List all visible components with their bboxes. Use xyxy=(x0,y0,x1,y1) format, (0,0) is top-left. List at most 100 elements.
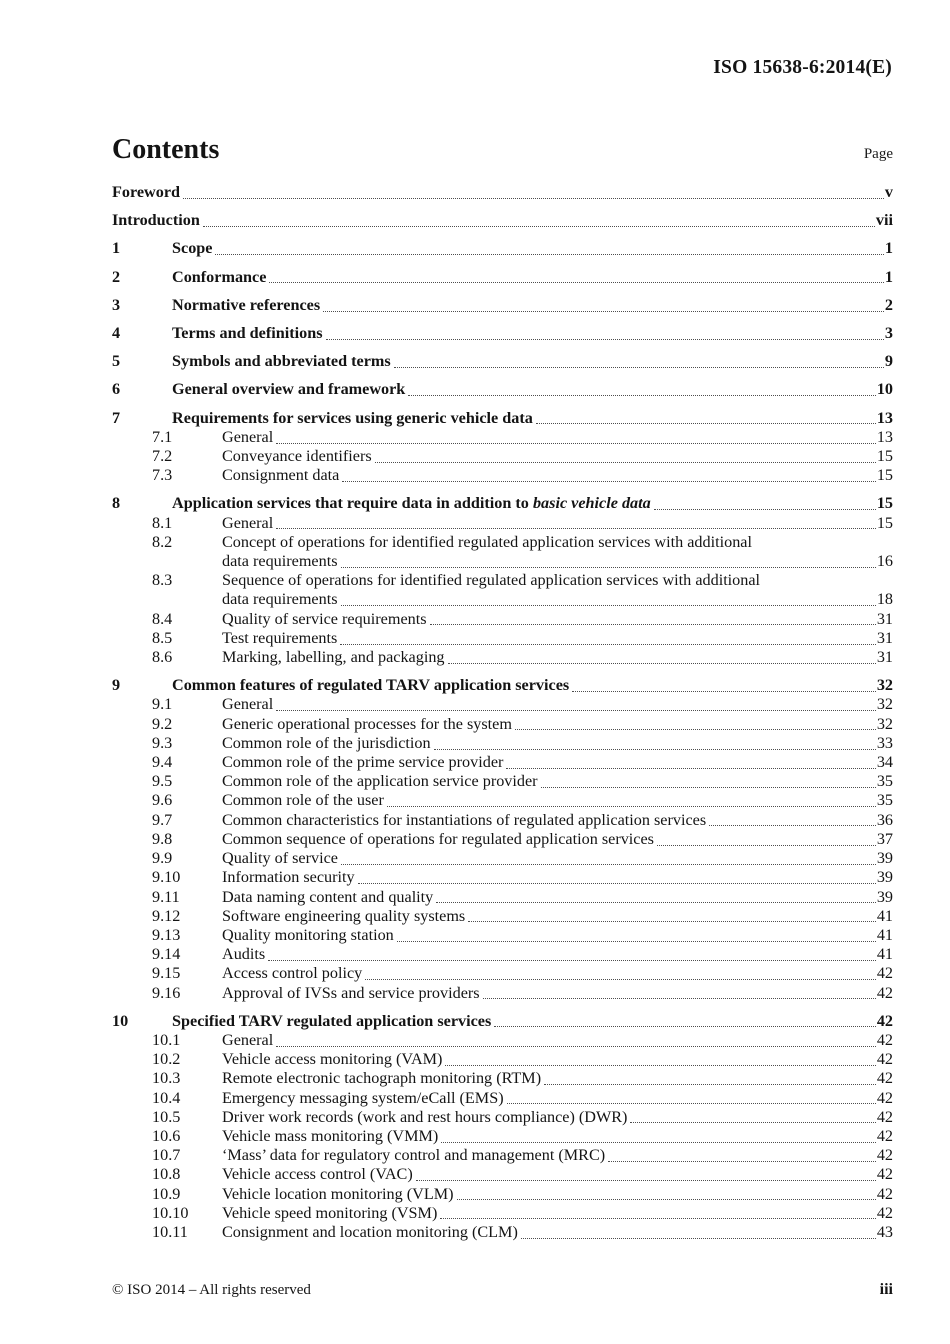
toc-entry: 8.2 Concept of operations for identified … xyxy=(112,533,893,571)
page-number: iii xyxy=(879,1281,893,1298)
toc-entry-page: 42 xyxy=(876,1011,893,1030)
dotted-leader xyxy=(269,282,884,284)
copyright-notice: © ISO 2014 – All rights reserved xyxy=(112,1282,311,1298)
toc-entry-title: General xyxy=(222,513,274,532)
toc-entry-title: General xyxy=(222,1030,274,1049)
toc-entry-title: Symbols and abbreviated terms xyxy=(172,352,391,371)
toc-entry-title: Approval of IVSs and service providers xyxy=(222,983,480,1002)
toc-entry-title: Quality monitoring station xyxy=(222,925,394,944)
dotted-leader xyxy=(653,509,876,511)
toc-entry-number: 9.9 xyxy=(152,849,173,868)
toc-entry-title: Sequence of operations for identified re… xyxy=(222,571,761,590)
dotted-leader xyxy=(340,605,876,607)
toc-entry-page: 42 xyxy=(876,1165,893,1184)
toc-entry-title-continued: data requirements xyxy=(222,590,338,609)
dotted-leader xyxy=(276,528,876,530)
toc-entry-number: 1 xyxy=(112,239,121,258)
toc-entry-number: 9.10 xyxy=(152,868,181,887)
toc-entry: 6 General overview and framework 10 xyxy=(112,380,893,399)
toc-entry-number: 6 xyxy=(112,380,121,399)
toc-entry-number: 8.2 xyxy=(152,532,173,551)
dotted-leader xyxy=(276,1045,876,1047)
toc-entry-number: 8.5 xyxy=(152,628,173,647)
toc-entry-page: 35 xyxy=(876,791,893,810)
toc-entry-title: Requirements for services using generic … xyxy=(172,408,533,427)
toc-entry-page: 42 xyxy=(876,1203,893,1222)
toc-entry-page: 42 xyxy=(876,983,893,1002)
toc-entry-title: Audits xyxy=(222,945,266,964)
toc-entry-number: 9.8 xyxy=(152,829,173,848)
toc-entry-title: Introduction xyxy=(112,211,200,230)
toc-entry-title: Information security xyxy=(222,868,355,887)
toc-entry: 7.3 Consignment data 15 xyxy=(112,466,893,485)
toc-entry-title: Conveyance identifiers xyxy=(222,447,372,466)
toc-entry-number: 7.3 xyxy=(152,466,173,485)
toc-entry-page: 15 xyxy=(876,466,893,485)
toc-entry-page: 39 xyxy=(876,868,893,887)
toc-entry-number: 5 xyxy=(112,352,121,371)
dotted-leader xyxy=(408,395,876,397)
toc-entry: 8.1 General 15 xyxy=(112,514,893,533)
dotted-leader xyxy=(340,863,876,865)
toc-entry: 9.14 Audits 41 xyxy=(112,945,893,964)
toc-entry-page: 32 xyxy=(876,676,893,695)
toc-entry-page: 32 xyxy=(876,695,893,714)
toc-entry-number: 10.8 xyxy=(152,1165,181,1184)
page-footer: © ISO 2014 – All rights reserved iii xyxy=(112,1281,893,1299)
toc-entry-page: 31 xyxy=(876,628,893,647)
dotted-leader xyxy=(630,1122,876,1124)
toc-entry-page: 31 xyxy=(876,648,893,667)
toc-entry-page: 9 xyxy=(884,352,893,371)
toc-entry-title: Vehicle speed monitoring (VSM) xyxy=(222,1203,438,1222)
toc-entry-number: 9.3 xyxy=(152,733,173,752)
toc-entry-number: 9.4 xyxy=(152,753,173,772)
toc-entry-page: 42 xyxy=(876,964,893,983)
toc-entry-title: Common characteristics for instantiation… xyxy=(222,810,707,829)
toc-entry: 9.15 Access control policy 42 xyxy=(112,964,893,983)
toc-entry-number: 10.3 xyxy=(152,1069,181,1088)
toc-entry-number: 8 xyxy=(112,494,121,513)
toc-entry-number: 8.1 xyxy=(152,513,173,532)
toc-entry-number: 9 xyxy=(112,676,121,695)
toc-entry-page: 16 xyxy=(876,552,893,571)
toc-entry-number: 10.9 xyxy=(152,1184,181,1203)
document-reference: ISO 15638-6:2014(E) xyxy=(713,57,892,78)
toc-entry-title: Remote electronic tachograph monitoring … xyxy=(222,1069,542,1088)
toc-entry-page: 42 xyxy=(876,1184,893,1203)
dotted-leader xyxy=(325,338,884,340)
toc-entry-title: Specified TARV regulated application ser… xyxy=(172,1011,492,1030)
toc-entry: 10.2 Vehicle access monitoring (VAM) 42 xyxy=(112,1050,893,1069)
dotted-leader xyxy=(323,310,884,312)
toc-entry: 8.3 Sequence of operations for identified… xyxy=(112,571,893,609)
dotted-leader xyxy=(540,786,876,788)
toc-entry-title: Common role of the application service p… xyxy=(222,772,538,791)
toc-entry: 9 Common features of regulated TARV appli… xyxy=(112,676,893,695)
toc-entry-number: 10.11 xyxy=(152,1222,188,1241)
toc-entry-number: 10.10 xyxy=(152,1203,189,1222)
toc-entry-title: General overview and framework xyxy=(172,380,406,399)
toc-entry: Foreword v xyxy=(112,183,893,202)
toc-entry-title: Data naming content and quality xyxy=(222,887,434,906)
toc-entry: 10 Specified TARV regulated application s… xyxy=(112,1012,893,1031)
toc-entry-number: 10.4 xyxy=(152,1088,181,1107)
toc-entry-number: 9.5 xyxy=(152,772,173,791)
toc-entry: 9.12 Software engineering quality systems… xyxy=(112,907,893,926)
toc-entry: 10.5 Driver work records (work and rest h… xyxy=(112,1108,893,1127)
dotted-leader xyxy=(520,1237,876,1239)
toc-entry-page: 42 xyxy=(876,1126,893,1145)
toc-entry-page: 3 xyxy=(884,324,893,343)
toc-entry-number: 10.7 xyxy=(152,1146,181,1165)
toc-entry-title: Vehicle location monitoring (VLM) xyxy=(222,1184,454,1203)
table-of-contents: Contents Page Foreword v Introduction vii 1 S… xyxy=(112,132,893,1242)
toc-entry-title: Consignment data xyxy=(222,466,340,485)
toc-entry-title: Access control policy xyxy=(222,964,363,983)
toc-entry-page: 36 xyxy=(876,810,893,829)
toc-entry-page: 2 xyxy=(884,295,893,314)
toc-entry-page: 39 xyxy=(876,887,893,906)
page-column-label: Page xyxy=(863,146,893,162)
toc-entry-page: 42 xyxy=(876,1069,893,1088)
toc-entry: 10.10 Vehicle speed monitoring (VSM) 42 xyxy=(112,1204,893,1223)
toc-entry-title: Vehicle mass monitoring (VMM) xyxy=(222,1126,439,1145)
toc-entry-title: Generic operational processes for the sy… xyxy=(222,714,512,733)
